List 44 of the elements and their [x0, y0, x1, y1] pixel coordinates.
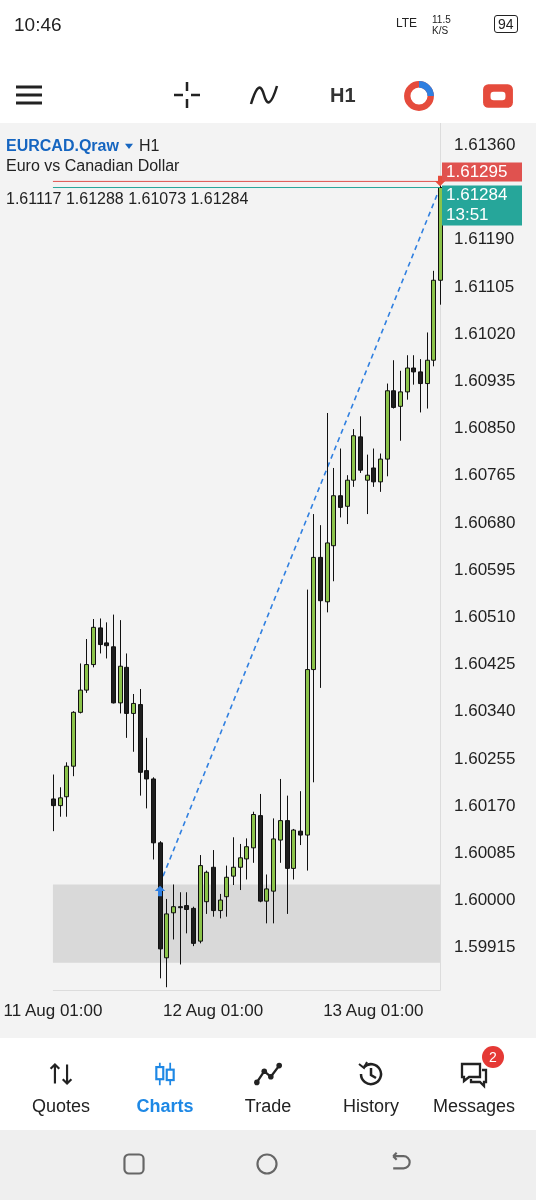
- text: History: [342, 1096, 400, 1117]
- y-tick-label: 1.60255: [454, 748, 516, 768]
- text: Messages: [431, 1096, 516, 1117]
- y-tick-label: 1.61360: [454, 135, 516, 154]
- ref-line-label: 1.61284: [446, 185, 508, 205]
- y-tick-label: 1.60510: [454, 607, 516, 627]
- ref-line-label: 1.61295: [446, 162, 508, 182]
- x-tick-label: 13 Aug 01:00: [323, 1000, 424, 1020]
- text: H1: [330, 84, 356, 107]
- annotation: 1.61117 1.61288 1.61073 1.61284: [6, 190, 249, 208]
- y-tick-label: 1.60085: [454, 843, 516, 863]
- y-tick-label: 1.60000: [454, 890, 516, 910]
- y-tick-label: 1.60680: [454, 512, 516, 532]
- text: 94: [494, 15, 518, 33]
- text: LTE: [396, 16, 418, 30]
- y-tick-label: 1.61190: [454, 229, 515, 249]
- text: Charts: [135, 1096, 195, 1117]
- text: Quotes: [30, 1096, 91, 1117]
- x-tick-label: 11 Aug 01:00: [3, 1000, 103, 1020]
- y-tick-label: 1.61020: [454, 323, 516, 343]
- text: Trade: [243, 1096, 293, 1117]
- y-tick-label: 1.60595: [454, 559, 516, 579]
- candlestick: [398, 370, 403, 442]
- y-tick-label: 1.60935: [454, 371, 516, 391]
- y-tick-label: 1.60765: [454, 465, 516, 485]
- y-tick-label: 1.60425: [454, 654, 516, 674]
- candlestick: [278, 778, 283, 864]
- text: 10:46: [14, 14, 62, 36]
- candlestick: [358, 415, 363, 474]
- candlestick: [438, 184, 443, 306]
- text: 13:51: [446, 205, 489, 225]
- y-tick-label: 1.60850: [454, 418, 516, 438]
- x-tick-label: 12 Aug 01:00: [162, 1000, 264, 1020]
- y-tick-label: 1.60340: [454, 701, 516, 721]
- text: 11.5 K/S: [432, 14, 452, 36]
- annotation: H1: [138, 137, 160, 155]
- text: Euro vs Canadian Dollar: [6, 157, 180, 175]
- text: 2: [482, 1046, 504, 1068]
- y-tick-label: 1.59915: [454, 937, 516, 957]
- y-tick-label: 1.61105: [454, 276, 515, 296]
- candlestick: [338, 448, 343, 518]
- candlestick: [271, 817, 276, 924]
- chart-title: EURCAD.Qraw: [6, 137, 119, 155]
- y-tick-label: 1.60170: [454, 795, 516, 815]
